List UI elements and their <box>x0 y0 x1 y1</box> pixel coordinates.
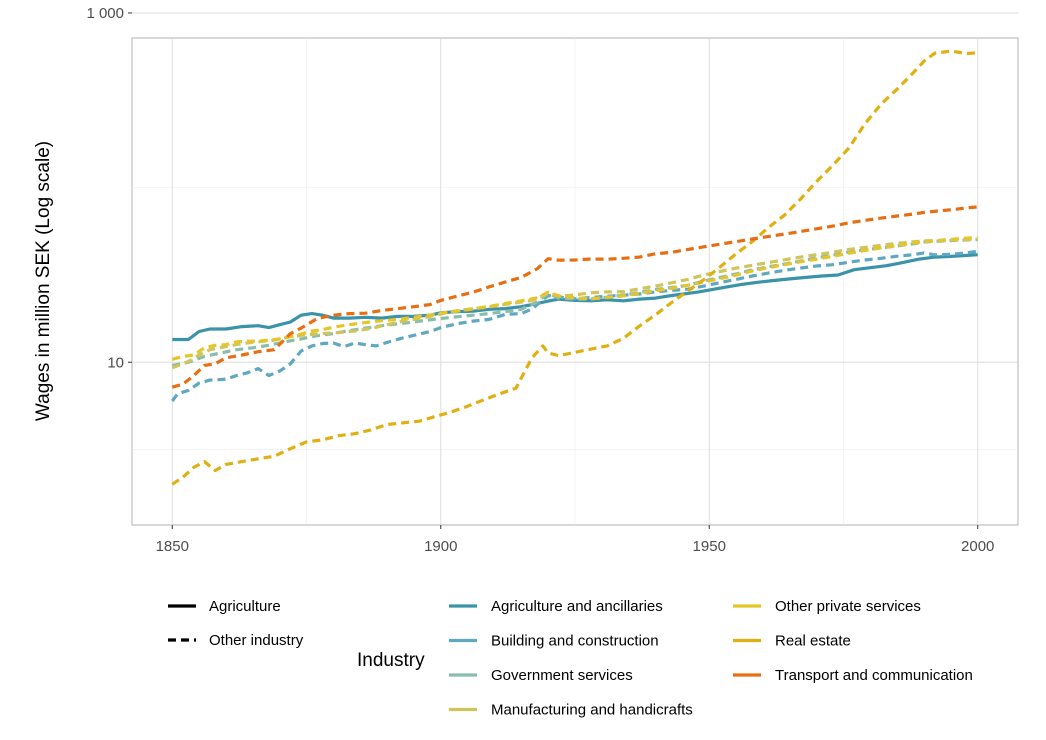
color-legend-title: Industry <box>357 650 425 671</box>
y-axis-title: Wages in million SEK (Log scale) <box>33 141 54 421</box>
x-tick-label: 1850 <box>156 538 189 555</box>
legend-layer: Agriculture Other industry Industry Agricul… <box>168 598 973 719</box>
y-tick-label: 10 <box>107 354 124 371</box>
color-legend-label: Other private services <box>775 598 921 615</box>
x-tick-label: 2000 <box>961 538 994 555</box>
color-legend-label: Government services <box>491 667 633 684</box>
color-legend-label: Transport and communication <box>775 667 973 684</box>
y-tick-label: 1 000 <box>86 5 124 22</box>
color-legend-label: Building and construction <box>491 633 659 650</box>
x-tick-label: 1900 <box>424 538 457 555</box>
x-tick-label: 1950 <box>693 538 726 555</box>
color-legend-label: Real estate <box>775 633 851 650</box>
color-legend-label: Agriculture and ancillaries <box>491 598 663 615</box>
color-legend-label: Manufacturing and handicrafts <box>491 702 693 719</box>
linetype-legend-label: Agriculture <box>209 598 281 615</box>
linetype-legend-label: Other industry <box>209 632 304 649</box>
